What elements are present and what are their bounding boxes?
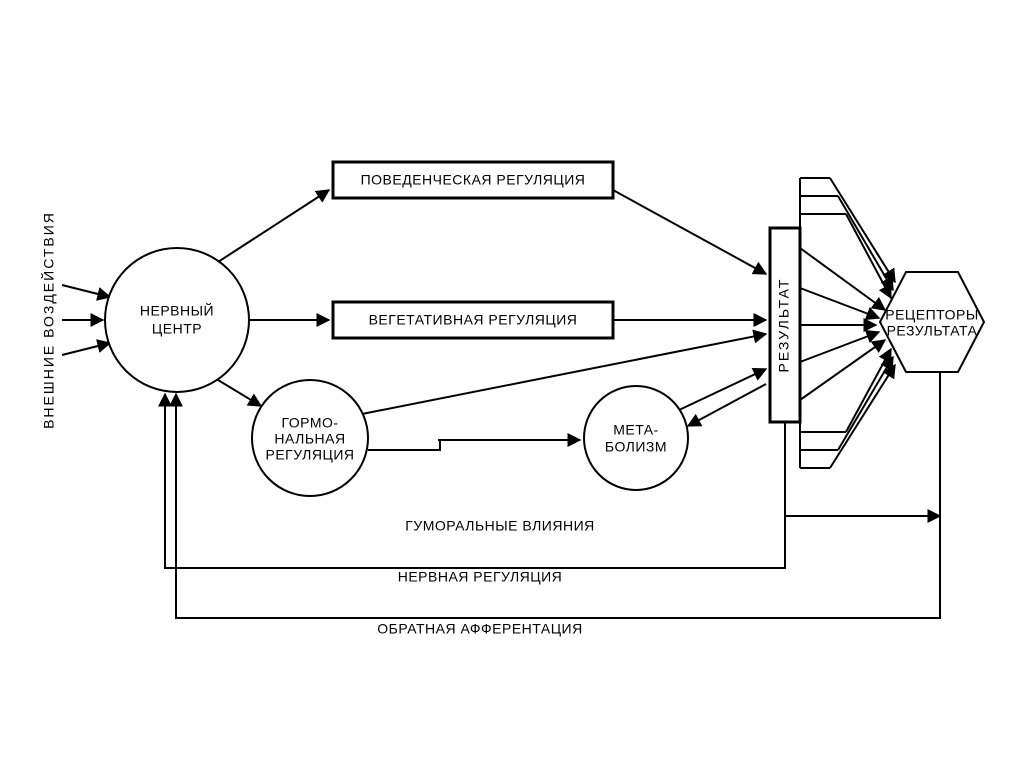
humoral-label: ГУМОРАЛЬНЫЕ ВЛИЯНИЯ (405, 518, 595, 534)
nerve-center-label-2: ЦЕНТР (152, 321, 202, 337)
hormonal-label-1: ГОРМО- (281, 415, 338, 431)
metabolism-label-2: БОЛИЗМ (605, 439, 667, 455)
edge-hormonal-result (362, 334, 766, 414)
edge-hormonal-metabolism (368, 440, 440, 450)
edge-nc-hormonal (218, 380, 261, 406)
functional-system-diagram: ВНЕШНИЕ ВОЗДЕЙСТВИЯ НЕРВНЫЙ ЦЕНТР ПОВЕДЕ… (0, 0, 1024, 767)
edge-metabolism-result-1 (679, 369, 766, 410)
edge-nc-behavioral (218, 190, 329, 262)
vegetative-label: ВЕГЕТАТИВНАЯ РЕГУЛЯЦИЯ (369, 312, 578, 328)
edge-behavioral-result (613, 190, 766, 274)
result-label: РЕЗУЛЬТАТ (776, 278, 792, 373)
afferent-label: ОБРАТНАЯ АФФЕРЕНТАЦИЯ (377, 621, 582, 637)
nervous-label: НЕРВНАЯ РЕГУЛЯЦИЯ (398, 569, 563, 585)
external-label: ВНЕШНИЕ ВОЗДЕЙСТВИЯ (40, 211, 57, 429)
nerve-center-label-1: НЕРВНЫЙ (140, 302, 214, 319)
receptors-label-2: РЕЗУЛЬТАТА (887, 323, 978, 339)
behavioral-label: ПОВЕДЕНЧЕСКАЯ РЕГУЛЯЦИЯ (361, 172, 586, 188)
metabolism-label-1: МЕТА- (613, 422, 659, 438)
edge-metabolism-result-2 (688, 384, 766, 426)
hormonal-label-3: РЕГУЛЯЦИЯ (265, 447, 354, 463)
external-arrows (62, 285, 110, 355)
hormonal-label-2: НАЛЬНАЯ (274, 431, 345, 447)
receptors-label-1: РЕЦЕПТОРЫ (885, 307, 978, 323)
